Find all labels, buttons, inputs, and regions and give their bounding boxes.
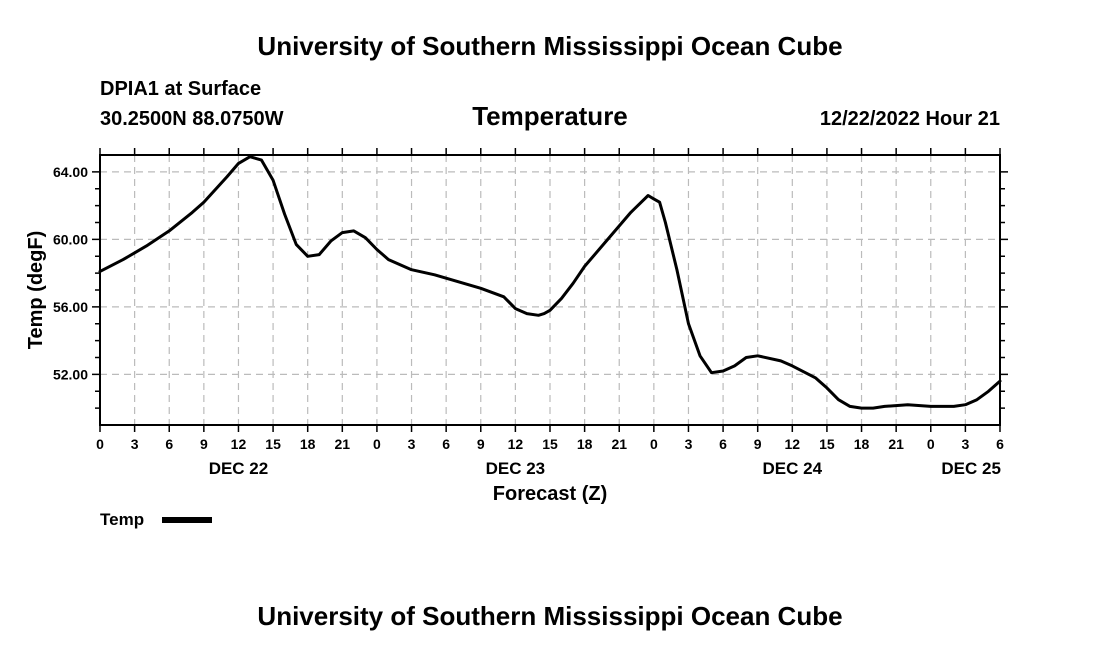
x-tick-label: 21 [335,436,351,452]
x-tick-label: 6 [165,436,173,452]
x-tick-label: 9 [200,436,208,452]
y-tick-label: 56.00 [53,299,88,315]
station-coords: 30.2500N 88.0750W [100,108,284,130]
legend: Temp [100,510,212,529]
x-tick-label: 6 [996,436,1004,452]
x-tick-label: 0 [927,436,935,452]
x-tick-label: 15 [542,436,558,452]
date-labels: DEC 22 DEC 23 DEC 24 DEC 25 [209,459,1001,478]
footer-title: University of Southern Mississippi Ocean… [257,601,842,631]
x-tick-label: 3 [408,436,416,452]
grid-lines [100,155,1000,425]
x-tick-label: 18 [300,436,316,452]
temp-series-line [98,155,1002,410]
page-title: University of Southern Mississippi Ocean… [257,31,842,61]
y-tick-labels: 52.00 56.00 60.00 64.00 [53,164,88,383]
x-tick-label: 12 [231,436,247,452]
x-tick-label: 12 [785,436,801,452]
plot-frame [99,154,1001,426]
date-label: DEC 22 [209,459,269,478]
y-axis-label: Temp (degF) [25,231,47,350]
x-axis-label: Forecast (Z) [493,483,607,505]
legend-swatch [162,517,212,523]
date-label: DEC 24 [763,459,823,478]
y-tick-label: 60.00 [53,231,88,247]
date-label: DEC 23 [486,459,546,478]
x-tick-label: 3 [961,436,969,452]
x-tick-label: 15 [265,436,281,452]
x-tick-label: 3 [685,436,693,452]
x-tick-label: 0 [373,436,381,452]
x-tick-label: 9 [477,436,485,452]
x-tick-label: 6 [442,436,450,452]
x-tick-label: 18 [854,436,870,452]
chart-title: Temperature [472,101,628,131]
x-tick-label: 21 [611,436,627,452]
date-label: DEC 25 [941,459,1001,478]
x-tick-label: 9 [754,436,762,452]
x-tick-label: 3 [131,436,139,452]
x-tick-label: 21 [888,436,904,452]
x-tick-label: 12 [508,436,524,452]
y-tick-label: 52.00 [53,366,88,382]
forecast-datetime: 12/22/2022 Hour 21 [820,108,1000,130]
x-tick-labels: 0 3 6 9 12 15 18 21 0 3 6 9 12 15 18 21 0 3 6 9 12 15 18 21 0 3 6 [96,436,1004,452]
x-tick-label: 18 [577,436,593,452]
x-tick-label: 0 [650,436,658,452]
station-name: DPIA1 at Surface [100,78,261,100]
x-tick-label: 6 [719,436,727,452]
x-tick-label: 15 [819,436,835,452]
x-tick-label: 0 [96,436,104,452]
legend-label: Temp [100,510,144,529]
y-tick-label: 64.00 [53,164,88,180]
